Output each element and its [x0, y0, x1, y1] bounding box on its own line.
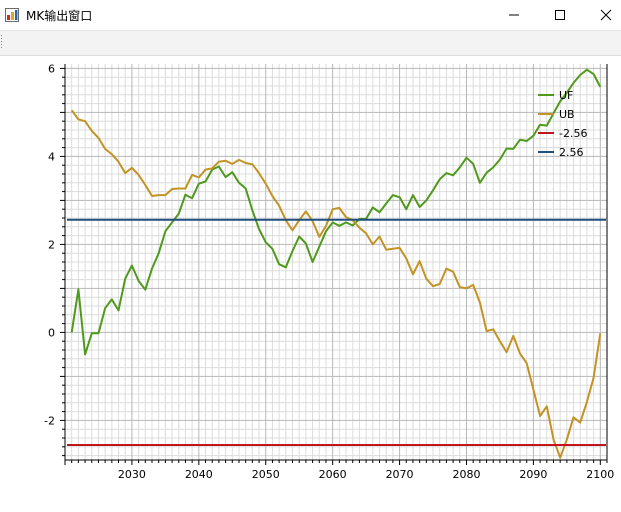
chart-area: 2030 2040 2050 2060 2070 2080 2090 2100 -2 0 2 4 6 UF… [0, 56, 621, 508]
legend-label: UB [559, 108, 575, 121]
minimize-button[interactable] [491, 0, 537, 30]
close-button[interactable] [583, 0, 621, 30]
x-tick-label: 2060 [319, 468, 347, 481]
maximize-icon [555, 10, 565, 20]
maximize-button[interactable] [537, 0, 583, 30]
window-title: MK输出窗口 [26, 9, 93, 23]
chart-app-icon [5, 8, 19, 22]
close-icon [600, 9, 612, 21]
series-UF-line [70, 68, 602, 356]
x-tick-label: 2100 [586, 468, 614, 481]
x-tick-label: 2090 [519, 468, 547, 481]
legend-label: UF [559, 89, 573, 102]
window-titlebar: MK输出窗口 [0, 0, 621, 31]
x-tick-label: 2040 [185, 468, 213, 481]
y-tick-label: -2 [44, 414, 55, 427]
toolbar-grip-icon[interactable] [0, 33, 3, 51]
minimize-icon [509, 14, 519, 16]
legend-label: -2.56 [559, 127, 587, 140]
legend-label: 2.56 [559, 146, 584, 159]
x-tick-label: 2030 [118, 468, 146, 481]
mk-chart: 2030 2040 2050 2060 2070 2080 2090 2100 -2 0 2 4 6 UF… [44, 62, 614, 481]
x-tick-label: 2050 [252, 468, 280, 481]
y-tick-label: 0 [48, 326, 55, 339]
x-tick-label: 2070 [386, 468, 414, 481]
series-UB-line [70, 109, 602, 459]
y-tick-label: 4 [48, 150, 55, 163]
toolbar-strip [0, 31, 621, 56]
y-tick-label: 6 [48, 62, 55, 75]
x-tick-label: 2080 [452, 468, 480, 481]
y-tick-label: 2 [48, 238, 55, 251]
